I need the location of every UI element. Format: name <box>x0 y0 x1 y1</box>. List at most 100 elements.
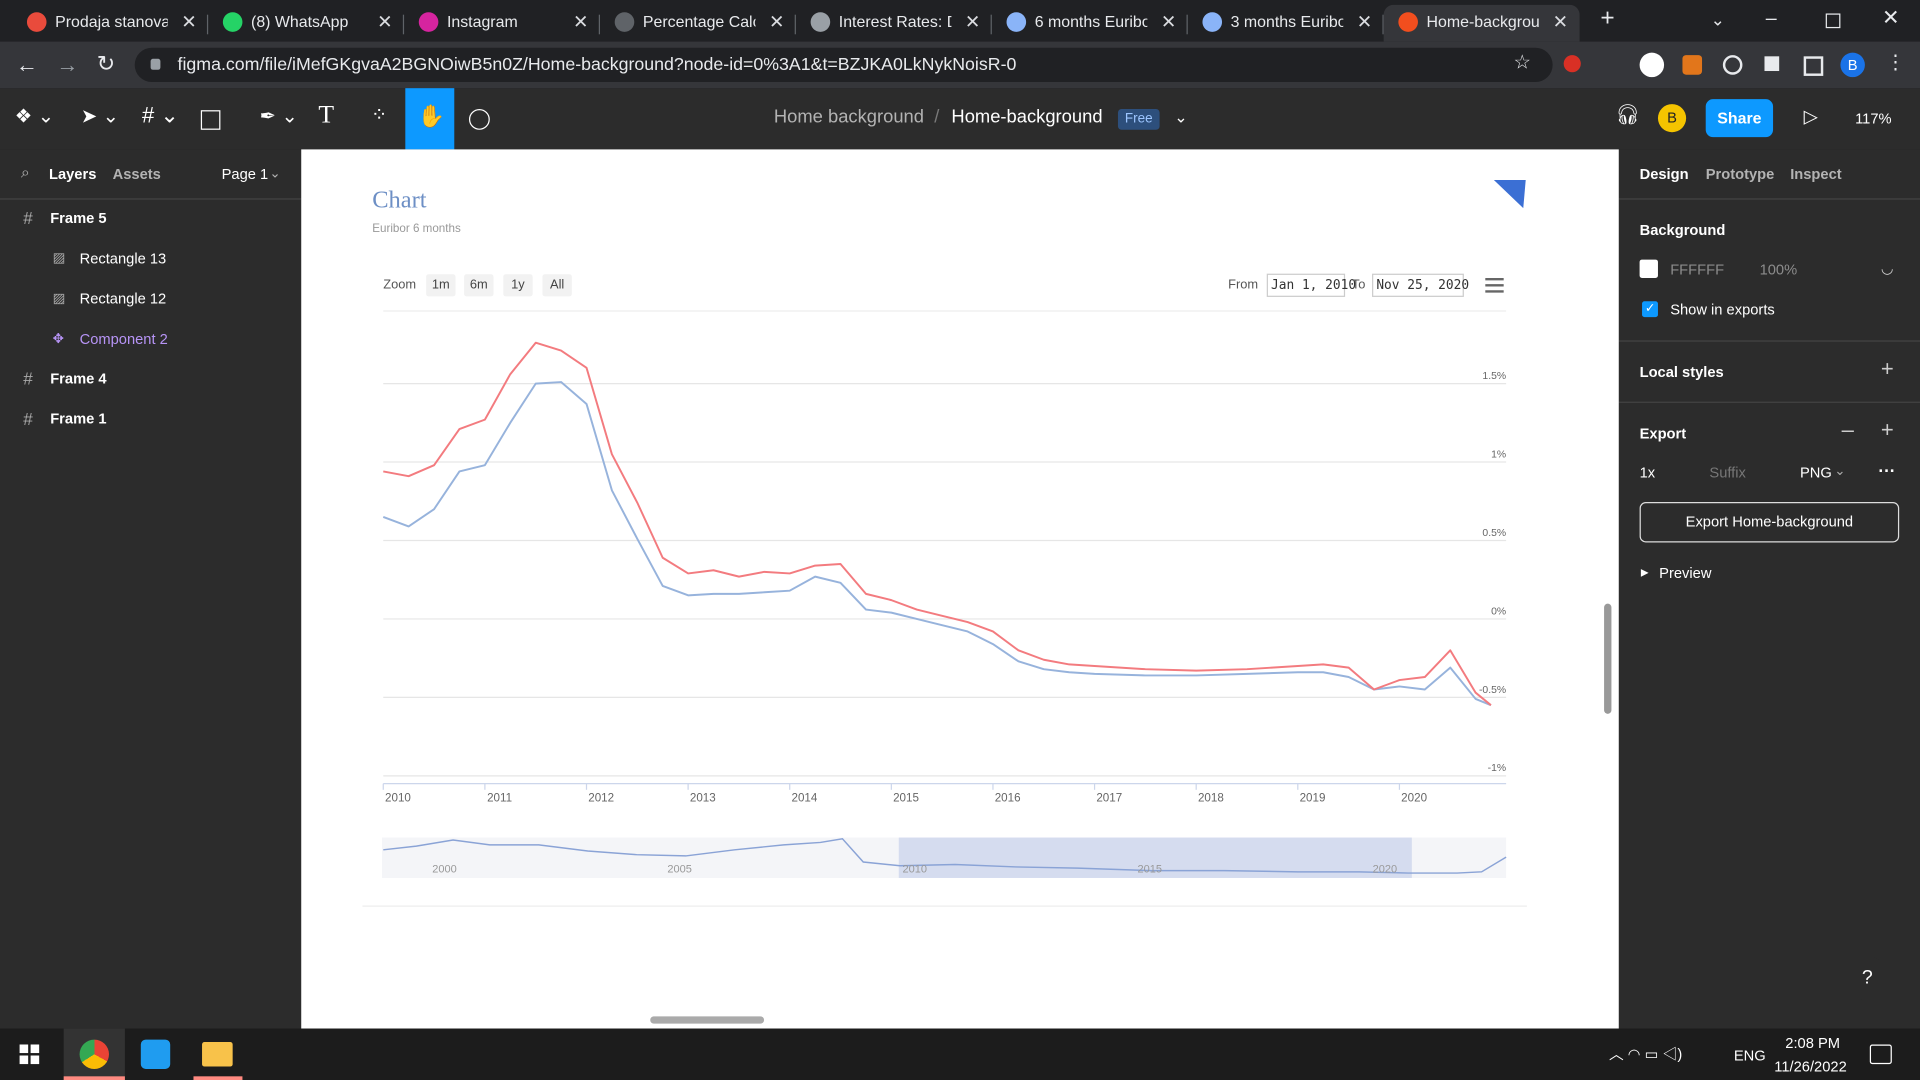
tab[interactable]: (8) WhatsApp ✕ <box>208 5 405 42</box>
clock-date[interactable]: 11/26/2022 <box>1774 1057 1847 1076</box>
start-button[interactable] <box>19 1044 40 1065</box>
zoom-button[interactable] <box>426 274 456 297</box>
omnibox[interactable] <box>134 47 1553 83</box>
export-options[interactable]: ··· <box>1878 460 1896 480</box>
zoom-button-label[interactable]: All <box>550 277 564 292</box>
color-swatch[interactable] <box>1639 259 1658 278</box>
tab-close[interactable]: ✕ <box>1160 12 1177 34</box>
active-tab[interactable]: Home-backgroun ✕ <box>1383 4 1580 42</box>
minimize[interactable]: – <box>1765 8 1777 30</box>
prototype-tab[interactable]: Prototype <box>1705 165 1775 183</box>
export-format[interactable]: PNG <box>1800 464 1832 482</box>
back[interactable]: ← <box>15 52 38 78</box>
forward[interactable]: → <box>56 52 79 78</box>
tab-close[interactable]: ✕ <box>1552 12 1569 34</box>
shape-tool[interactable] <box>200 110 221 130</box>
layer-row[interactable]: ▨ Rectangle 13 <box>0 249 301 269</box>
export-scale[interactable]: 1x <box>1639 464 1656 482</box>
explorer-icon[interactable] <box>202 1042 233 1067</box>
layer-row[interactable]: # Frame 4 <box>0 369 301 389</box>
frame-tool[interactable]: # ⌄ <box>142 102 179 128</box>
close-window[interactable]: ✕ <box>1882 6 1900 30</box>
tab[interactable]: Interest Rates: Di ✕ <box>796 5 992 42</box>
tab[interactable]: Instagram ✕ <box>404 5 600 42</box>
menu[interactable]: ⋮ <box>1885 52 1906 74</box>
tab[interactable]: 6 months Euribor ✕ <box>992 5 1188 42</box>
preview-toggle[interactable]: Preview <box>1659 564 1712 582</box>
tab-close[interactable]: ✕ <box>377 12 393 34</box>
assets-tab[interactable]: Assets <box>112 165 161 183</box>
new-tab[interactable]: + <box>1600 4 1615 32</box>
tab[interactable]: 3 months Euribor ✕ <box>1188 5 1384 42</box>
design-tab[interactable]: Design <box>1639 165 1689 183</box>
search-icon[interactable]: ⌕ <box>20 162 30 182</box>
avatar[interactable]: B <box>1657 104 1687 133</box>
reload[interactable]: ↻ <box>96 51 116 76</box>
chart-menu[interactable] <box>1485 277 1504 293</box>
side-panel[interactable] <box>1803 56 1824 76</box>
tab-close[interactable]: ✕ <box>768 12 785 34</box>
layer-row[interactable]: # Frame 1 <box>0 409 301 429</box>
tab-close[interactable]: ✕ <box>573 12 589 34</box>
zoom-button[interactable] <box>503 274 533 297</box>
from-date[interactable]: Jan 1, 2010 <box>1271 278 1356 293</box>
vscode-icon[interactable] <box>140 1039 171 1069</box>
tab-close[interactable]: ✕ <box>1356 12 1373 34</box>
help-button[interactable]: ? <box>1845 956 1890 1001</box>
preview-caret[interactable]: ▶ <box>1640 566 1649 578</box>
present[interactable]: ▷ <box>1803 106 1818 128</box>
inspect-tab[interactable]: Inspect <box>1790 165 1842 183</box>
layer-row[interactable]: ✥ Component 2 <box>0 329 301 349</box>
extension[interactable] <box>1682 55 1703 75</box>
export-button[interactable]: Export Home-background <box>1639 502 1900 543</box>
hand-tool-active[interactable] <box>405 88 455 150</box>
add-export[interactable]: + <box>1880 417 1894 443</box>
audio[interactable]: 🎧︎ <box>1615 105 1640 127</box>
page-select[interactable]: Page 1 <box>221 165 269 183</box>
text-tool[interactable]: T <box>318 99 335 129</box>
main-menu[interactable]: ❖ ⌄ <box>14 106 55 128</box>
file-menu[interactable]: ⌄ <box>1174 107 1188 127</box>
zoom-button-label[interactable]: 6m <box>470 277 488 292</box>
zoom-level[interactable]: 117% <box>1855 110 1892 128</box>
pen-tool[interactable]: ✒ ⌄ <box>259 106 298 128</box>
tab-close[interactable]: ✕ <box>181 12 197 34</box>
export-suffix[interactable]: Suffix <box>1709 464 1746 482</box>
project-name[interactable]: Home background <box>773 106 924 128</box>
to-date[interactable]: Nov 25, 2020 <box>1376 278 1469 293</box>
zoom-button-label[interactable]: 1y <box>511 277 525 292</box>
extensions[interactable] <box>1764 56 1780 72</box>
date-input[interactable] <box>1266 273 1346 297</box>
extension[interactable] <box>1639 52 1665 78</box>
tab-search[interactable]: ⌄ <box>1710 9 1725 30</box>
color-hex[interactable]: FFFFFF <box>1670 260 1725 278</box>
language[interactable]: ENG <box>1733 1046 1766 1065</box>
add-style[interactable]: + <box>1880 356 1894 381</box>
zoom-button[interactable] <box>464 274 494 297</box>
notifications[interactable] <box>1869 1044 1892 1065</box>
remove-export[interactable]: – <box>1841 417 1854 443</box>
comment-tool[interactable] <box>468 108 490 130</box>
clock-time[interactable]: 2:08 PM <box>1785 1034 1841 1052</box>
zoom-button[interactable] <box>542 274 572 297</box>
checkbox-label[interactable]: Show in exports <box>1670 301 1775 319</box>
resources-tool[interactable]: ⁘ <box>371 105 388 127</box>
profile[interactable]: B <box>1840 52 1865 78</box>
tab-close[interactable]: ✕ <box>964 12 981 34</box>
bookmark[interactable]: ☆ <box>1513 52 1532 74</box>
layers-tab[interactable]: Layers <box>48 165 97 183</box>
file-name[interactable]: Home-background <box>951 106 1103 128</box>
maximize[interactable] <box>1825 13 1841 29</box>
move-tool[interactable]: ➤ ⌄ <box>80 106 120 128</box>
tab[interactable]: Percentage Calcul ✕ <box>600 5 796 42</box>
tab[interactable]: Prodaja stanova E ✕ <box>12 5 209 42</box>
visibility-toggle[interactable]: ◡ <box>1880 259 1894 277</box>
zoom-button-label[interactable]: 1m <box>432 277 450 292</box>
extension[interactable] <box>1563 55 1581 73</box>
scrollbar[interactable] <box>650 1016 765 1024</box>
extension[interactable] <box>1722 55 1743 75</box>
opacity[interactable]: 100% <box>1759 260 1798 278</box>
layer-row[interactable]: # Frame 5 <box>0 208 301 228</box>
tray-icons[interactable]: ︿ ◠ ▭ ◁) <box>1608 1045 1683 1063</box>
share-button[interactable]: Share <box>1705 99 1774 138</box>
